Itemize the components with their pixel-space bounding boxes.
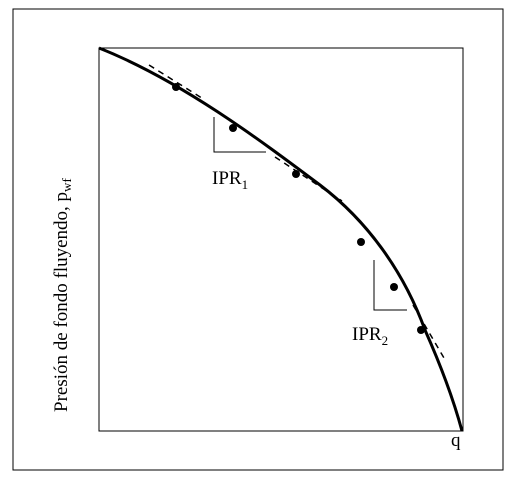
x-axis-label: q: [451, 430, 461, 451]
ipr1-subscript: 1: [242, 177, 249, 192]
y-axis-label-subscript: wf: [59, 178, 74, 192]
tangent-dash-1: [148, 64, 206, 101]
outer-frame: [12, 8, 504, 471]
data-point: [357, 238, 365, 246]
ipr2-label: IPR2: [352, 324, 388, 348]
y-axis-label: Presión de fondo fluyendo, pwf: [51, 178, 74, 412]
data-point: [390, 283, 398, 291]
plot-box: [98, 47, 464, 432]
ipr2-subscript: 2: [382, 333, 389, 348]
data-point: [229, 124, 237, 132]
ipr1-label: IPR1: [212, 168, 248, 192]
data-point: [417, 326, 425, 334]
slope-triangle-ipr1: [213, 117, 266, 153]
data-point: [292, 170, 300, 178]
slope-triangle-ipr2: [373, 260, 407, 311]
data-point: [172, 83, 180, 91]
ipr-curve: [98, 46, 464, 432]
tangent-dash-2: [274, 156, 343, 202]
